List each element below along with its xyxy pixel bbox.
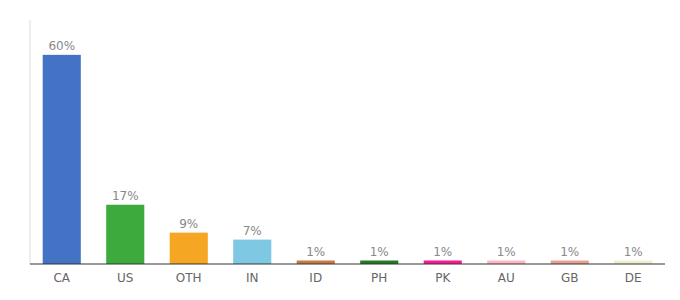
data-label: 17% [112,189,139,203]
x-tick-label: CA [53,271,70,285]
x-tick-label: IN [246,271,259,285]
data-label: 1% [560,245,579,259]
data-label: 1% [497,245,516,259]
bar [43,55,81,264]
bar [614,261,652,264]
bar [233,240,271,264]
bar [424,261,462,264]
x-tick-label: PK [435,271,451,285]
data-label: 9% [179,217,198,231]
data-label: 7% [243,224,262,238]
bar [360,261,398,264]
data-label: 1% [306,245,325,259]
data-label: 1% [624,245,643,259]
x-tick-label: ID [309,271,322,285]
data-label: 1% [370,245,389,259]
bar [170,233,208,264]
x-tick-label: AU [498,271,515,285]
y-axis-line [30,20,31,264]
x-tick-label: US [117,271,133,285]
bar [106,205,144,264]
x-axis-line [30,264,665,265]
x-tick-label: OTH [176,271,202,285]
data-label: 1% [433,245,452,259]
x-tick-label: PH [371,271,387,285]
bar [487,261,525,264]
data-label: 60% [48,39,75,53]
bars [43,55,653,264]
chart: CA US OTH IN ID PH PK AU GB DE 60% 17% 9% 7% 1% 1% 1% 1% 1… [0,0,680,300]
bar [297,261,335,264]
x-tick-label: GB [561,271,579,285]
x-tick-label: DE [625,271,642,285]
bar [551,261,589,264]
